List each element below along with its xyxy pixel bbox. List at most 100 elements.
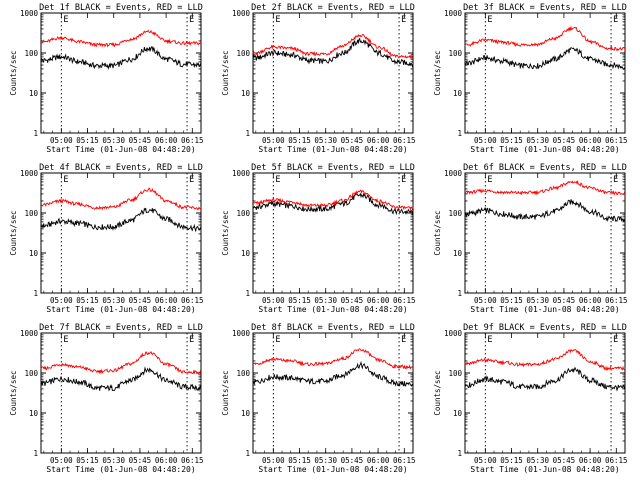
interval-marker-label: E [275,335,280,345]
y-tick-label: 1000 [232,329,251,338]
plot-frame [40,332,202,454]
detector-panel-6: Det 6f BLACK = Events, RED = LLD 1 10 100 10… [433,163,628,314]
x-tick-label: 06:15 [393,456,416,465]
x-tick-label: 06:00 [155,296,178,305]
y-tick-label: 10 [453,89,463,98]
y-tick-label: 100 [236,369,250,378]
x-tick-label: 06:00 [579,296,602,305]
plot-frame [464,172,626,294]
series-events-line [40,46,202,70]
detector-panel-8: Det 8f BLACK = Events, RED = LLD 1 10 100 10… [221,323,416,474]
x-tick-label: 05:30 [102,296,125,305]
x-tick-label: 05:45 [341,456,364,465]
y-axis-label: Counts/sec [9,210,18,255]
interval-marker-label: E [189,335,194,345]
x-tick-label: 06:15 [393,136,416,145]
x-axis-label: Start Time (01-Jun-08 04:48:20) [258,305,407,314]
x-tick-label: 05:30 [314,296,337,305]
interval-marker-label: E [189,175,194,185]
x-tick-label: 05:15 [288,136,311,145]
x-axis-label: Start Time (01-Jun-08 04:48:20) [470,145,619,154]
y-tick-label: 10 [453,409,463,418]
y-axis-label: Counts/sec [221,370,230,415]
panel-title: Det 2f BLACK = Events, RED = LLD [251,3,415,13]
x-tick-label: 06:15 [605,296,628,305]
panel-title: Det 1f BLACK = Events, RED = LLD [39,3,203,13]
y-tick-label: 1 [245,449,250,458]
y-tick-label: 1 [245,289,250,298]
x-tick-label: 06:00 [155,136,178,145]
x-tick-label: 06:15 [181,296,204,305]
x-axis-label: Start Time (01-Jun-08 04:48:20) [470,465,619,474]
y-tick-label: 100 [236,49,250,58]
y-tick-label: 1000 [20,329,39,338]
interval-marker-label: E [189,15,194,25]
interval-marker-label: E [487,15,492,25]
series-lld-line [464,25,626,52]
y-tick-label: 1 [245,129,250,138]
y-tick-label: 10 [241,249,251,258]
series-events-line [252,360,414,387]
x-axis-label: Start Time (01-Jun-08 04:48:20) [46,145,195,154]
interval-marker-label: E [63,15,68,25]
x-tick-label: 05:00 [50,136,73,145]
series-events-line [252,37,414,68]
interval-marker-label: E [487,335,492,345]
interval-marker-label: E [275,15,280,25]
x-tick-label: 06:00 [367,296,390,305]
series-events-line [464,46,625,70]
y-axis-label: Counts/sec [433,370,442,415]
interval-marker-label: E [63,175,68,185]
panel-title: Det 6f BLACK = Events, RED = LLD [463,163,627,173]
y-axis-label: Counts/sec [433,210,442,255]
x-tick-label: 05:15 [288,456,311,465]
y-axis-label: Counts/sec [433,50,442,95]
plot-frame [252,332,414,454]
x-tick-label: 05:45 [553,136,576,145]
y-tick-label: 1 [33,129,38,138]
plot-frame [252,12,414,134]
x-tick-label: 05:30 [314,456,337,465]
series-lld-line [40,187,202,211]
x-tick-label: 05:15 [76,136,99,145]
plot-frame [40,12,202,134]
x-tick-label: 05:30 [102,136,125,145]
x-tick-label: 05:45 [341,296,364,305]
x-axis-label: Start Time (01-Jun-08 04:48:20) [258,145,407,154]
y-tick-label: 1000 [444,329,463,338]
x-tick-label: 06:15 [393,296,416,305]
x-axis-label: Start Time (01-Jun-08 04:48:20) [258,465,407,474]
y-tick-label: 10 [29,249,39,258]
y-tick-label: 100 [24,209,38,218]
y-tick-label: 1 [457,289,462,298]
y-tick-label: 1000 [232,9,251,18]
detector-panel-1: Det 1f BLACK = Events, RED = LLD 1 10 100 10… [9,3,204,154]
x-tick-label: 05:15 [500,456,523,465]
y-tick-label: 1 [33,449,38,458]
panel-title: Det 8f BLACK = Events, RED = LLD [251,323,415,333]
x-tick-label: 05:45 [129,136,152,145]
x-tick-label: 05:00 [262,456,285,465]
series-lld-line [40,29,202,48]
y-tick-label: 1000 [444,9,463,18]
x-tick-label: 05:15 [76,456,99,465]
x-tick-label: 05:45 [553,456,576,465]
x-tick-label: 06:15 [181,136,204,145]
detector-panel-5: Det 5f BLACK = Events, RED = LLD 1 10 100 10… [221,163,416,314]
interval-marker-label: E [613,335,618,345]
x-tick-label: 06:15 [605,136,628,145]
y-tick-label: 1 [457,129,462,138]
detector-panel-4: Det 4f BLACK = Events, RED = LLD 1 10 100 10… [9,163,204,314]
y-tick-label: 10 [29,89,39,98]
plot-frame [464,332,626,454]
panel-title: Det 7f BLACK = Events, RED = LLD [39,323,203,333]
x-tick-label: 06:00 [579,136,602,145]
series-events-line [464,199,626,223]
y-tick-label: 100 [448,369,462,378]
interval-marker-label: E [275,175,280,185]
detector-panel-2: Det 2f BLACK = Events, RED = LLD 1 10 100 10… [221,3,416,154]
plot-frame [464,12,626,134]
x-axis-label: Start Time (01-Jun-08 04:48:20) [46,465,195,474]
x-tick-label: 05:45 [129,296,152,305]
